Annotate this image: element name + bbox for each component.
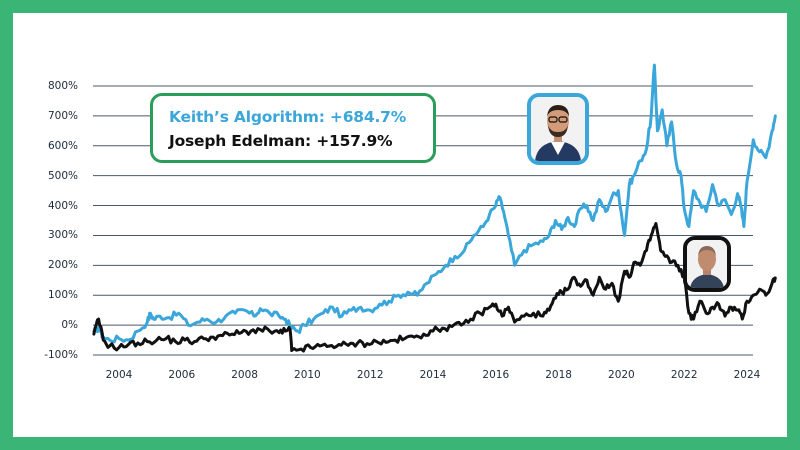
x-tick-label: 2008 (231, 369, 258, 381)
x-tick-label: 2012 (356, 369, 384, 381)
avatar-joseph-edelman (683, 236, 731, 292)
legend-box: Keith’s Algorithm: +684.7% Joseph Edelma… (150, 93, 436, 163)
x-tick-label: 2020 (608, 369, 635, 381)
y-tick-label: -100% (44, 349, 78, 361)
chart-panel (13, 13, 787, 437)
y-tick-label: 800% (47, 80, 78, 92)
portrait-keith-icon (531, 97, 585, 161)
y-tick-label: 400% (47, 199, 78, 212)
y-tick-label: 0% (61, 319, 78, 332)
y-tick-label: 600% (47, 139, 78, 152)
x-tick-label: 2004 (105, 369, 133, 381)
x-tick-label: 2024 (733, 369, 761, 381)
legend-keith-algorithm: Keith’s Algorithm: +684.7% (169, 108, 407, 126)
x-tick-label: 2018 (545, 369, 572, 381)
y-tick-label: 300% (47, 229, 78, 242)
x-tick-label: 2022 (670, 369, 698, 381)
joseph-edelman-line (92, 222, 777, 353)
legend-joseph-edelman: Joseph Edelman: +157.9% (169, 132, 393, 150)
x-tick-label: 2016 (482, 369, 510, 381)
keith-algorithm-line (92, 63, 777, 344)
x-tick-label: 2006 (168, 369, 196, 381)
portrait-joseph-edelman-icon (687, 240, 727, 288)
y-tick-label: 500% (47, 169, 78, 182)
y-tick-label: 100% (47, 289, 78, 302)
x-tick-label: 2010 (294, 369, 321, 381)
x-tick-label: 2014 (419, 369, 447, 381)
y-tick-label: 200% (47, 259, 78, 272)
y-tick-label: 700% (47, 109, 78, 122)
avatar-keith (527, 93, 589, 165)
